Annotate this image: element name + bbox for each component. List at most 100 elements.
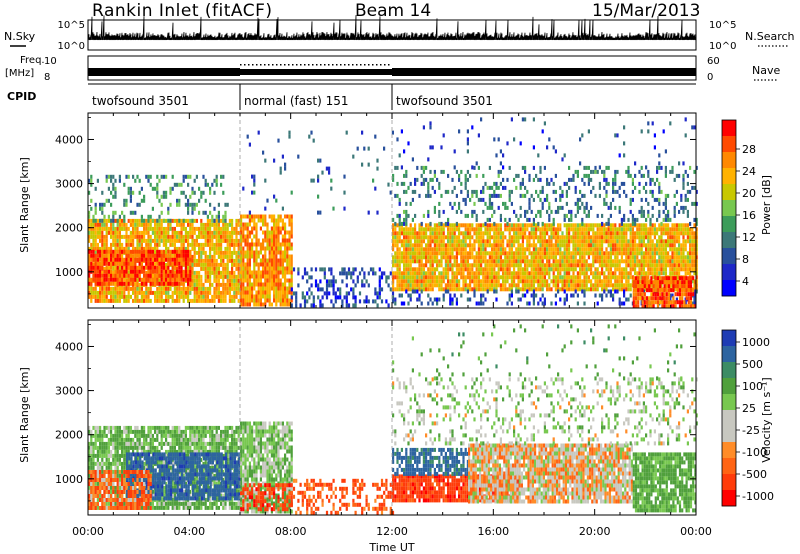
echo-cell [193, 270, 196, 275]
echo-cell [647, 263, 650, 268]
echo-cell [513, 177, 516, 182]
echo-cell [482, 287, 485, 292]
echo-cell [510, 243, 513, 248]
echo-cell [235, 290, 238, 295]
echo-cell [143, 253, 146, 258]
echo-cell [499, 287, 502, 292]
echo-cell [215, 290, 218, 295]
echo-cell [336, 287, 340, 292]
echo-cell [226, 278, 229, 283]
echo-cell [603, 235, 606, 240]
echo-cell [134, 178, 137, 183]
echo-cell [502, 185, 505, 190]
echo-cell [524, 263, 527, 268]
echo-cell [488, 255, 491, 260]
echo-cell [552, 255, 555, 260]
echo-cell [660, 231, 663, 236]
echo-cell [671, 263, 674, 268]
echo-cell [127, 257, 130, 262]
echo-cell [273, 258, 276, 263]
echo-cell [502, 263, 505, 268]
echo-cell [447, 243, 450, 248]
echo-cell [601, 235, 604, 240]
echo-cell [480, 255, 483, 260]
echo-cell [239, 222, 242, 227]
echo-cell [352, 291, 355, 296]
echo-cell [193, 282, 196, 287]
echo-cell [563, 279, 566, 284]
echo-cell [378, 283, 381, 288]
echo-cell [215, 246, 218, 251]
echo-cell [191, 246, 194, 251]
echo-cell [134, 261, 137, 266]
nave-dot [328, 64, 330, 66]
echo-cell [585, 251, 588, 256]
echo-cell [99, 273, 102, 278]
echo-cell [222, 278, 225, 283]
echo-cell [228, 222, 231, 227]
echo-cell [464, 283, 467, 288]
echo-cell [394, 193, 397, 198]
echo-cell [171, 249, 174, 254]
echo-cell [675, 227, 678, 232]
echo-cell [180, 218, 183, 223]
echo-cell [99, 226, 102, 231]
echo-cell [693, 255, 696, 260]
echo-cell [242, 186, 245, 191]
echo-cell [228, 282, 231, 287]
echo-cell [455, 251, 458, 256]
echo-cell [568, 287, 571, 292]
echo-cell [590, 267, 593, 272]
echo-cell [198, 226, 201, 231]
echo-cell [103, 286, 106, 291]
echo-cell [455, 287, 458, 292]
echo-cell [581, 235, 584, 240]
echo-cell [484, 263, 487, 268]
echo-cell [121, 265, 124, 270]
echo-cell [451, 235, 454, 240]
echo-cell [189, 222, 192, 227]
echo-cell [116, 277, 119, 282]
echo-cell [508, 197, 511, 202]
echo-cell [198, 234, 201, 239]
echo-cell [224, 238, 227, 243]
echo-cell [398, 235, 401, 240]
echo-cell [90, 277, 93, 282]
echo-cell [504, 259, 507, 264]
echo-cell [574, 251, 577, 256]
echo-cell [127, 281, 130, 286]
echo-cell [248, 266, 251, 271]
echo-cell [447, 275, 450, 280]
echo-cell [116, 234, 119, 239]
freq-band-3 [392, 68, 696, 76]
echo-cell [620, 231, 623, 236]
echo-cell [222, 250, 225, 255]
echo-cell [455, 239, 458, 244]
echo-cell [517, 283, 520, 288]
echo-cell [290, 303, 293, 308]
echo-cell [154, 226, 157, 231]
echo-cell [579, 247, 582, 252]
echo-cell [268, 266, 271, 271]
nave-dot [308, 64, 310, 66]
echo-cell [559, 255, 562, 260]
echo-cell [486, 231, 489, 236]
echo-cell [662, 263, 665, 268]
echo-cell [585, 271, 588, 276]
echo-cell [537, 271, 540, 276]
echo-cell [449, 287, 452, 292]
echo-cell [598, 259, 601, 264]
echo-cell [184, 286, 187, 291]
echo-cell [101, 261, 104, 266]
echo-cell [107, 269, 110, 274]
echo-cell [171, 277, 174, 282]
echo-cell [596, 243, 599, 248]
echo-cell [409, 283, 412, 288]
echo-cell [508, 263, 511, 268]
echo-cell [546, 251, 549, 256]
echo-cell [147, 294, 150, 299]
echo-cell [96, 273, 99, 278]
echo-cell [396, 263, 399, 268]
echo-cell [616, 263, 619, 268]
echo-cell [488, 251, 491, 256]
